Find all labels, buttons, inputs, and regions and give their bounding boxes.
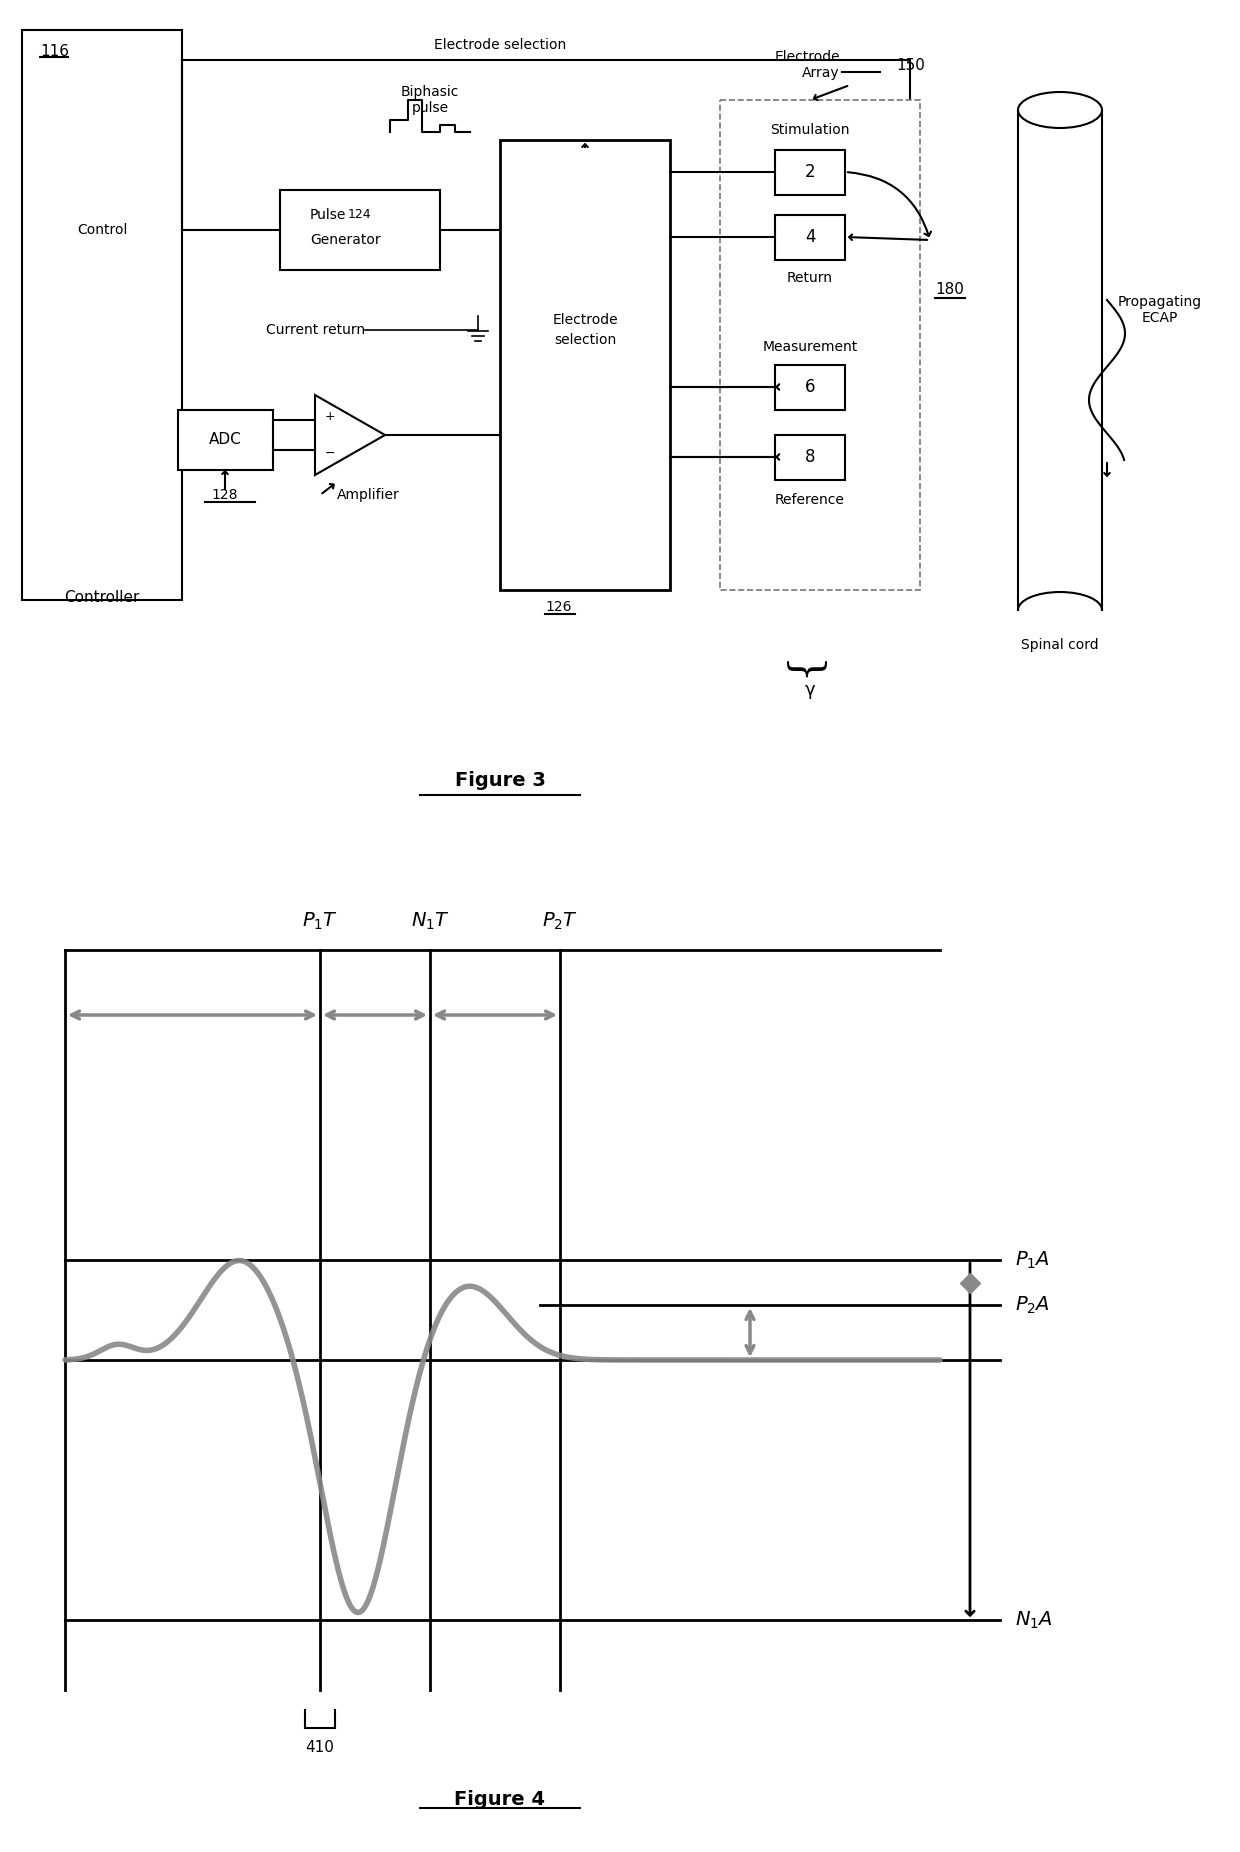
Text: $N_1A$: $N_1A$ xyxy=(1016,1609,1053,1630)
FancyBboxPatch shape xyxy=(500,141,670,591)
Text: selection: selection xyxy=(554,333,616,346)
Text: Current return: Current return xyxy=(265,322,365,337)
Text: 124: 124 xyxy=(348,209,372,222)
Text: 410: 410 xyxy=(305,1741,335,1756)
Text: Measurement: Measurement xyxy=(763,341,858,354)
FancyBboxPatch shape xyxy=(775,435,844,480)
Text: Generator: Generator xyxy=(310,233,381,246)
Text: 126: 126 xyxy=(546,600,572,615)
Text: 128: 128 xyxy=(212,487,238,502)
Text: $P_2T$: $P_2T$ xyxy=(542,911,578,932)
Text: Stimulation: Stimulation xyxy=(770,122,849,137)
Text: 8: 8 xyxy=(805,448,815,467)
Text: γ: γ xyxy=(805,682,816,698)
Text: $P_1T$: $P_1T$ xyxy=(301,911,339,932)
Text: Figure 3: Figure 3 xyxy=(455,770,546,789)
Text: Electrode: Electrode xyxy=(552,313,618,328)
Text: −: − xyxy=(325,446,335,459)
Text: Controller: Controller xyxy=(64,591,140,606)
Text: Control: Control xyxy=(77,222,128,237)
FancyBboxPatch shape xyxy=(179,409,273,470)
Text: Amplifier: Amplifier xyxy=(337,487,399,502)
Text: 6: 6 xyxy=(805,378,815,396)
Text: $P_1A$: $P_1A$ xyxy=(1016,1250,1050,1270)
Text: Reference: Reference xyxy=(775,493,844,507)
Text: }: } xyxy=(779,659,821,687)
Text: +: + xyxy=(325,411,335,424)
Text: 2: 2 xyxy=(805,163,816,181)
Text: Electrode selection: Electrode selection xyxy=(434,39,567,52)
Text: Propagating
ECAP: Propagating ECAP xyxy=(1118,294,1202,326)
FancyBboxPatch shape xyxy=(775,150,844,194)
Text: Biphasic
pulse: Biphasic pulse xyxy=(401,85,459,115)
Text: Spinal cord: Spinal cord xyxy=(1022,637,1099,652)
Text: $P_2A$: $P_2A$ xyxy=(1016,1295,1050,1315)
FancyBboxPatch shape xyxy=(775,215,844,259)
Text: Pulse: Pulse xyxy=(310,207,346,222)
Text: ADC: ADC xyxy=(208,433,242,448)
Text: $N_1T$: $N_1T$ xyxy=(410,911,449,932)
Text: Electrode
Array: Electrode Array xyxy=(774,50,839,80)
Text: 116: 116 xyxy=(40,44,69,59)
FancyBboxPatch shape xyxy=(720,100,920,591)
Text: 150: 150 xyxy=(897,57,925,72)
FancyBboxPatch shape xyxy=(775,365,844,409)
FancyBboxPatch shape xyxy=(22,30,182,600)
Text: Figure 4: Figure 4 xyxy=(455,1791,546,1809)
Text: Return: Return xyxy=(787,270,833,285)
Text: 4: 4 xyxy=(805,228,815,246)
Text: 180: 180 xyxy=(935,283,963,298)
FancyBboxPatch shape xyxy=(280,191,440,270)
